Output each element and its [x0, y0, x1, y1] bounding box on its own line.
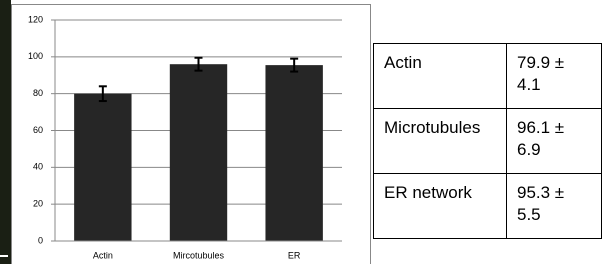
y-tick-label: 80: [33, 88, 43, 98]
scale-bar: [0, 255, 8, 257]
cell: 95.3 ± 5.5: [507, 174, 602, 239]
cell: ER network: [374, 174, 507, 239]
cell: Actin: [374, 44, 507, 109]
page: 0 20 40 60 80 100 120 Actin Mircotubules ER Actin…: [0, 0, 613, 264]
y-tick-label: 20: [33, 199, 43, 209]
chart: 0 20 40 60 80 100 120 Actin Mircotubules ER: [0, 0, 372, 264]
cell: Microtubules: [374, 109, 507, 174]
y-tick-label: 0: [38, 235, 43, 245]
y-tick-label: 120: [28, 14, 43, 24]
image-strip: [0, 0, 11, 264]
bar: [265, 65, 322, 241]
y-tick-label: 40: [33, 162, 43, 172]
bar: [170, 64, 227, 241]
y-tick-label: 60: [33, 125, 43, 135]
x-tick-label: Actin: [93, 250, 113, 260]
cell: 79.9 ± 4.1: [507, 44, 602, 109]
y-tick-label: 100: [28, 51, 43, 61]
bar: [74, 94, 131, 241]
cell: 96.1 ± 6.9: [507, 109, 602, 174]
x-tick-label: ER: [288, 250, 301, 260]
x-tick-label: Mircotubules: [173, 250, 225, 260]
